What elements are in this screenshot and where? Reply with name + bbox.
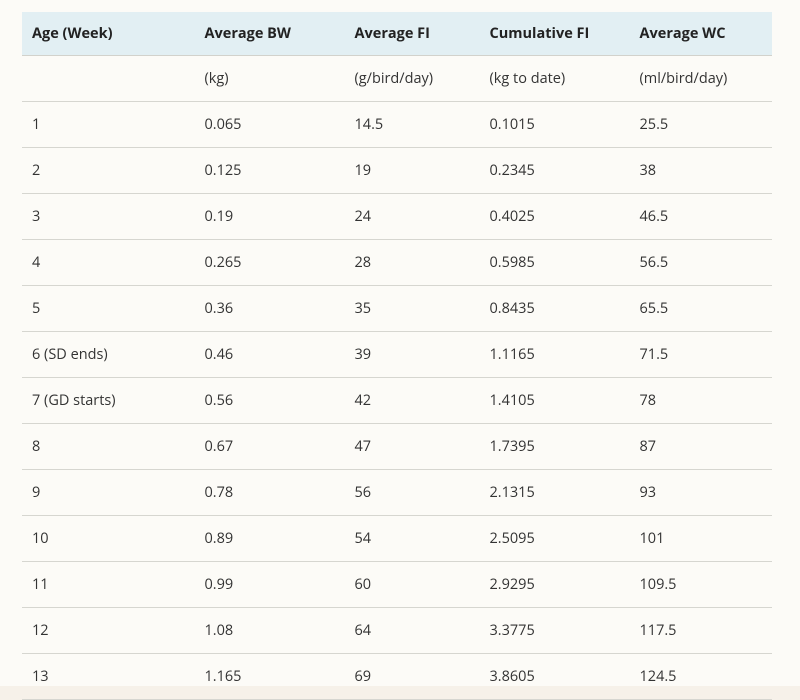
cell-fi: 69: [345, 654, 480, 700]
cell-cfi: 0.5985: [480, 240, 630, 286]
cell-cfi: 2.1315: [480, 470, 630, 516]
table-container: Age (Week) Average BW Average FI Cumulat…: [0, 0, 800, 686]
cell-age: 13: [22, 654, 195, 700]
cell-wc: 109.5: [630, 562, 773, 608]
cell-wc: 56.5: [630, 240, 773, 286]
cell-wc: 124.5: [630, 654, 773, 700]
table-row: 4 0.265 28 0.5985 56.5: [22, 240, 772, 286]
cell-wc: 71.5: [630, 332, 773, 378]
cell-cfi: 3.8605: [480, 654, 630, 700]
table-row: 1 0.065 14.5 0.1015 25.5: [22, 102, 772, 148]
cell-age: 8: [22, 424, 195, 470]
cell-age: 9: [22, 470, 195, 516]
cell-cfi: 2.9295: [480, 562, 630, 608]
cell-fi: 24: [345, 194, 480, 240]
table-row: 2 0.125 19 0.2345 38: [22, 148, 772, 194]
cell-bw: 0.89: [195, 516, 345, 562]
cell-cfi: 0.8435: [480, 286, 630, 332]
table-row: 12 1.08 64 3.3775 117.5: [22, 608, 772, 654]
table-row: 8 0.67 47 1.7395 87: [22, 424, 772, 470]
cell-age: 3: [22, 194, 195, 240]
cell-bw: 0.78: [195, 470, 345, 516]
table-units-row: (kg) (g/bird/day) (kg to date) (ml/bird/…: [22, 56, 772, 102]
table-row: 5 0.36 35 0.8435 65.5: [22, 286, 772, 332]
table-row: 13 1.165 69 3.8605 124.5: [22, 654, 772, 700]
cell-fi: 56: [345, 470, 480, 516]
cell-age: 6 (SD ends): [22, 332, 195, 378]
cell-bw: 0.56: [195, 378, 345, 424]
cell-bw: 0.19: [195, 194, 345, 240]
cell-age: 11: [22, 562, 195, 608]
cell-wc: 78: [630, 378, 773, 424]
cell-cfi: 0.2345: [480, 148, 630, 194]
cell-age: 4: [22, 240, 195, 286]
units-age: [22, 56, 195, 102]
cell-cfi: 2.5095: [480, 516, 630, 562]
cell-wc: 101: [630, 516, 773, 562]
cell-bw: 1.08: [195, 608, 345, 654]
cell-fi: 39: [345, 332, 480, 378]
cell-bw: 0.46: [195, 332, 345, 378]
col-header-bw: Average BW: [195, 12, 345, 56]
cell-age: 12: [22, 608, 195, 654]
cell-fi: 35: [345, 286, 480, 332]
table-row: 11 0.99 60 2.9295 109.5: [22, 562, 772, 608]
table-body: (kg) (g/bird/day) (kg to date) (ml/bird/…: [22, 56, 772, 700]
cell-cfi: 1.4105: [480, 378, 630, 424]
cell-age: 5: [22, 286, 195, 332]
cell-wc: 25.5: [630, 102, 773, 148]
table-row: 6 (SD ends) 0.46 39 1.1165 71.5: [22, 332, 772, 378]
cell-bw: 0.36: [195, 286, 345, 332]
cell-fi: 54: [345, 516, 480, 562]
cell-fi: 64: [345, 608, 480, 654]
cell-fi: 28: [345, 240, 480, 286]
cell-wc: 93: [630, 470, 773, 516]
cell-bw: 0.99: [195, 562, 345, 608]
cell-age: 7 (GD starts): [22, 378, 195, 424]
cell-fi: 14.5: [345, 102, 480, 148]
cell-wc: 38: [630, 148, 773, 194]
col-header-fi: Average FI: [345, 12, 480, 56]
table-header: Age (Week) Average BW Average FI Cumulat…: [22, 12, 772, 56]
cell-fi: 47: [345, 424, 480, 470]
table-header-row: Age (Week) Average BW Average FI Cumulat…: [22, 12, 772, 56]
cell-wc: 65.5: [630, 286, 773, 332]
cell-cfi: 1.7395: [480, 424, 630, 470]
table-row: 7 (GD starts) 0.56 42 1.4105 78: [22, 378, 772, 424]
cell-cfi: 3.3775: [480, 608, 630, 654]
units-cfi: (kg to date): [480, 56, 630, 102]
table-row: 3 0.19 24 0.4025 46.5: [22, 194, 772, 240]
cell-bw: 1.165: [195, 654, 345, 700]
cell-wc: 46.5: [630, 194, 773, 240]
cell-cfi: 0.4025: [480, 194, 630, 240]
cell-bw: 0.125: [195, 148, 345, 194]
cell-bw: 0.67: [195, 424, 345, 470]
cell-age: 2: [22, 148, 195, 194]
cell-fi: 42: [345, 378, 480, 424]
col-header-age: Age (Week): [22, 12, 195, 56]
cell-cfi: 1.1165: [480, 332, 630, 378]
cell-wc: 87: [630, 424, 773, 470]
units-bw: (kg): [195, 56, 345, 102]
units-wc: (ml/bird/day): [630, 56, 773, 102]
units-fi: (g/bird/day): [345, 56, 480, 102]
col-header-cfi: Cumulative FI: [480, 12, 630, 56]
table-row: 9 0.78 56 2.1315 93: [22, 470, 772, 516]
table-row: 10 0.89 54 2.5095 101: [22, 516, 772, 562]
cell-cfi: 0.1015: [480, 102, 630, 148]
col-header-wc: Average WC: [630, 12, 773, 56]
cell-age: 10: [22, 516, 195, 562]
cell-bw: 0.265: [195, 240, 345, 286]
cell-wc: 117.5: [630, 608, 773, 654]
data-table: Age (Week) Average BW Average FI Cumulat…: [22, 12, 772, 700]
cell-fi: 19: [345, 148, 480, 194]
cell-bw: 0.065: [195, 102, 345, 148]
cell-age: 1: [22, 102, 195, 148]
cell-fi: 60: [345, 562, 480, 608]
